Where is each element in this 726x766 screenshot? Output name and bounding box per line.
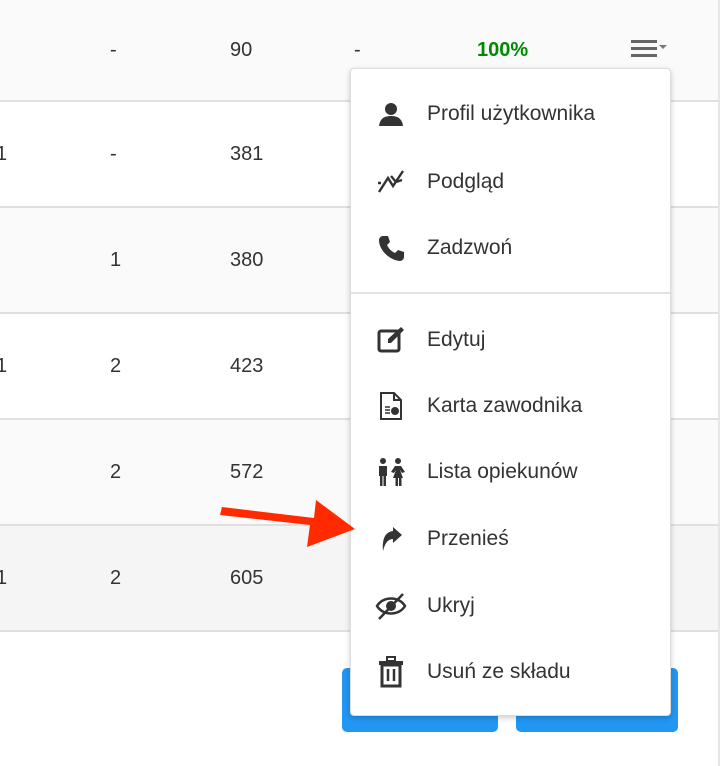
menu-item-label: Lista opiekunów: [427, 460, 578, 483]
menu-item-label: Podgląd: [427, 170, 505, 193]
menu-item-chart-line[interactable]: Podgląd: [351, 157, 670, 207]
cell-b: 1: [110, 248, 122, 271]
menu-item-label: Karta zawodnika: [427, 394, 583, 417]
cell-b: 2: [110, 354, 122, 377]
menu-item-label: Przenieś: [427, 527, 509, 550]
eye-slash-icon: [375, 590, 407, 622]
cell-b: 2: [110, 460, 122, 483]
file-chart-icon: [375, 390, 407, 422]
cell-a: 1: [0, 142, 8, 165]
menu-hamburger-icon: [631, 40, 667, 57]
cell-c: 381: [230, 142, 264, 165]
table-right-border: [718, 0, 720, 766]
cell-c: 423: [230, 354, 264, 377]
menu-item-guardians[interactable]: Lista opiekunów: [351, 447, 670, 497]
cell-b: -: [110, 38, 117, 61]
chart-line-icon: [375, 166, 407, 198]
menu-item-file-chart[interactable]: Karta zawodnika: [351, 381, 670, 431]
user-icon: [375, 98, 407, 130]
cell-c: 90: [230, 38, 253, 61]
menu-item-label: Ukryj: [427, 594, 475, 617]
cell-b: 2: [110, 566, 122, 589]
cell-e: 100%: [477, 38, 529, 61]
menu-item-trash[interactable]: Usuń ze składu: [351, 647, 670, 697]
menu-item-share-arrow[interactable]: Przenieś: [351, 514, 670, 564]
menu-item-label: Zadzwoń: [427, 236, 513, 259]
menu-item-eye-slash[interactable]: Ukryj: [351, 581, 670, 631]
guardians-icon: [375, 456, 407, 488]
row-actions-dropdown: Profil użytkownika Podgląd Zadzwoń Edytuj Ka…: [350, 68, 671, 716]
cell-c: 605: [230, 566, 264, 589]
menu-item-user[interactable]: Profil użytkownika: [351, 89, 670, 139]
menu-item-phone[interactable]: Zadzwoń: [351, 223, 670, 273]
menu-item-label: Edytuj: [427, 328, 486, 351]
edit-icon: [375, 324, 407, 356]
red-arrow-annotation: [220, 500, 355, 547]
menu-item-edit[interactable]: Edytuj: [351, 315, 670, 365]
share-arrow-icon: [375, 523, 407, 555]
phone-icon: [375, 232, 407, 264]
menu-divider: [351, 292, 670, 294]
cell-a: 1: [0, 354, 8, 377]
menu-item-label: Profil użytkownika: [427, 102, 596, 125]
trash-icon: [375, 656, 407, 688]
cell-d: -: [354, 38, 361, 61]
cell-b: -: [110, 142, 117, 165]
cell-c: 572: [230, 460, 264, 483]
menu-item-label: Usuń ze składu: [427, 660, 571, 683]
cell-c: 380: [230, 248, 264, 271]
row-menu-toggle[interactable]: [631, 38, 671, 63]
cell-a: 1: [0, 566, 8, 589]
